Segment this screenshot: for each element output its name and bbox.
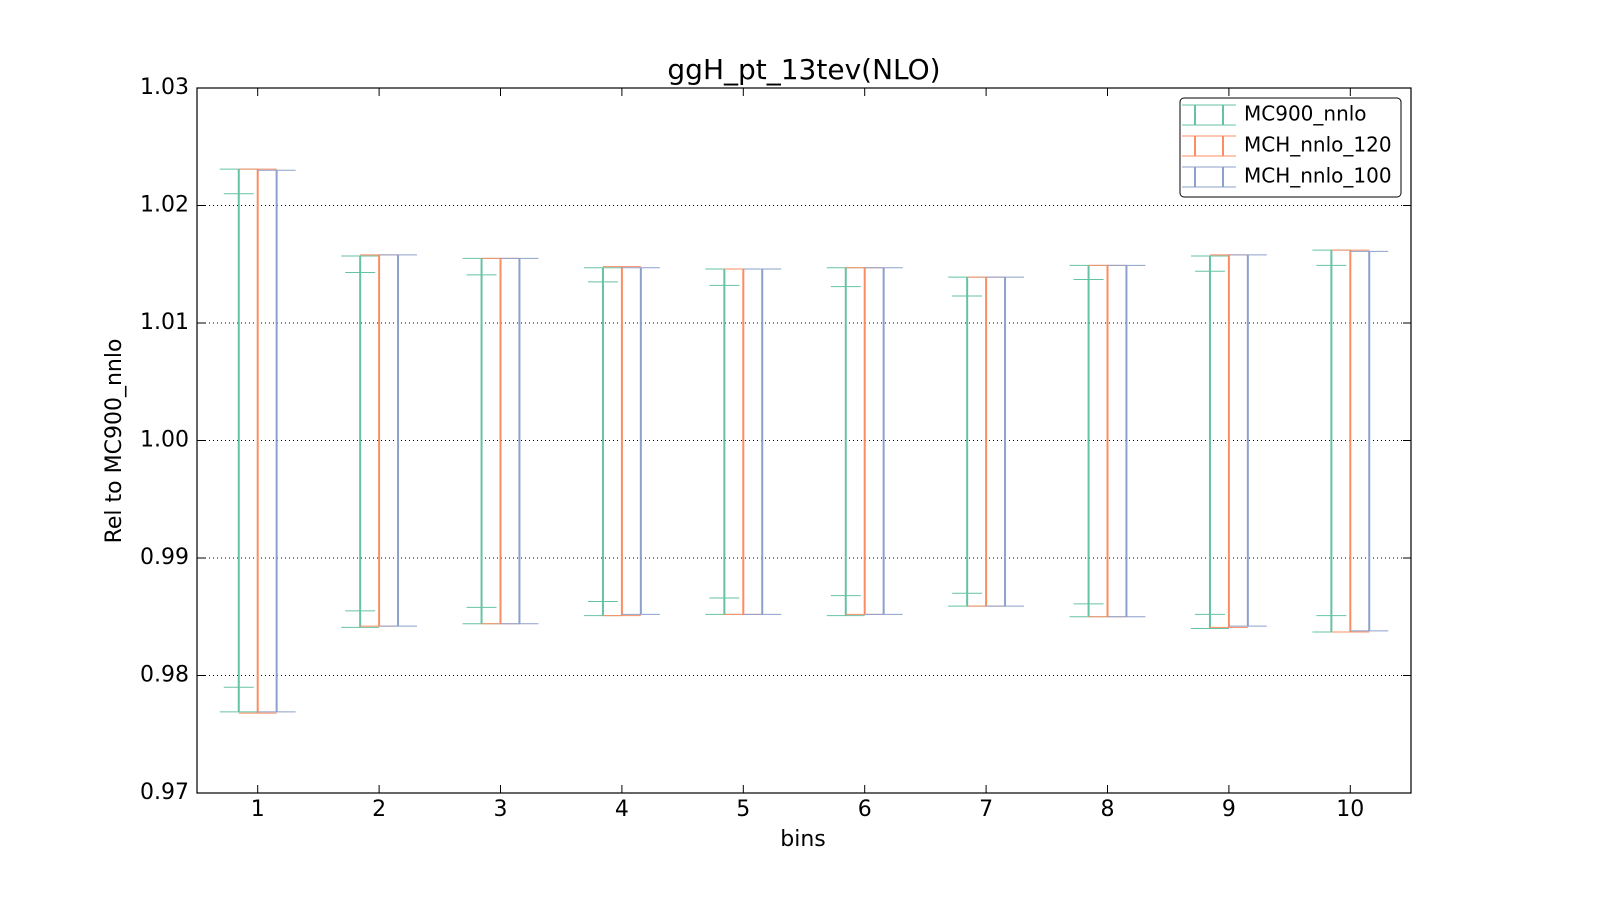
y-tick-label: 1.02 bbox=[140, 193, 189, 218]
y-tick-label: 0.99 bbox=[140, 545, 189, 570]
x-tick-label: 9 bbox=[1222, 797, 1236, 822]
y-tick-label: 1.01 bbox=[140, 310, 189, 335]
y-tick-label: 1.03 bbox=[140, 75, 189, 100]
x-tick-label: 5 bbox=[736, 797, 750, 822]
x-tick-label: 6 bbox=[858, 797, 872, 822]
x-tick-label: 8 bbox=[1101, 797, 1115, 822]
x-tick-label: 7 bbox=[979, 797, 993, 822]
y-tick-label: 0.98 bbox=[140, 663, 189, 688]
y-tick-label: 1.00 bbox=[140, 428, 189, 453]
legend-box bbox=[1179, 97, 1402, 198]
chart-title: ggH_pt_13tev(NLO) bbox=[667, 53, 940, 86]
x-tick-label: 4 bbox=[615, 797, 629, 822]
legend-label: MC900_nnlo bbox=[1244, 102, 1367, 126]
x-tick-label: 10 bbox=[1336, 797, 1364, 822]
x-tick-label: 2 bbox=[372, 797, 386, 822]
x-axis-label: bins bbox=[780, 827, 825, 852]
legend-label: MCH_nnlo_120 bbox=[1244, 133, 1392, 157]
legend-label: MCH_nnlo_100 bbox=[1244, 164, 1392, 188]
plot-frame bbox=[196, 87, 1412, 794]
y-tick-label: 0.97 bbox=[140, 780, 189, 805]
x-tick-label: 3 bbox=[494, 797, 508, 822]
y-axis-label: Rel to MC900_nnlo bbox=[102, 339, 127, 544]
x-tick-label: 1 bbox=[251, 797, 265, 822]
